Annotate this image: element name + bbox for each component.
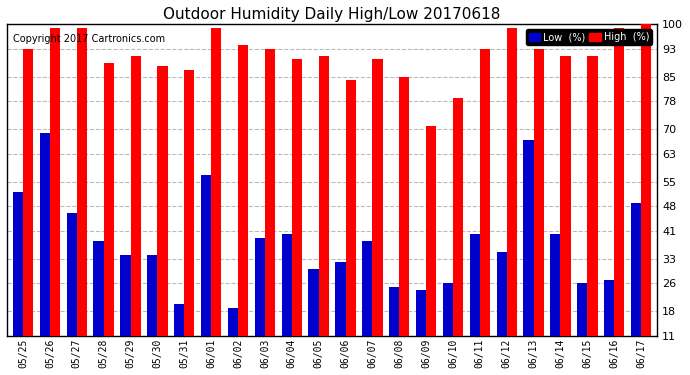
- Bar: [550, 234, 560, 336]
- Bar: [319, 56, 329, 336]
- Bar: [292, 60, 302, 336]
- Bar: [470, 234, 480, 336]
- Bar: [497, 252, 506, 336]
- Bar: [40, 133, 50, 336]
- Bar: [416, 290, 426, 336]
- Bar: [147, 255, 157, 336]
- Bar: [228, 308, 238, 336]
- Bar: [346, 81, 356, 336]
- Bar: [587, 56, 598, 336]
- Title: Outdoor Humidity Daily High/Low 20170618: Outdoor Humidity Daily High/Low 20170618: [164, 7, 501, 22]
- Bar: [157, 66, 168, 336]
- Bar: [614, 28, 624, 336]
- Bar: [67, 213, 77, 336]
- Bar: [238, 45, 248, 336]
- Bar: [282, 234, 292, 336]
- Bar: [23, 49, 33, 336]
- Bar: [631, 203, 641, 336]
- Bar: [389, 287, 400, 336]
- Bar: [211, 28, 221, 336]
- Bar: [50, 28, 60, 336]
- Legend: Low  (%), High  (%): Low (%), High (%): [526, 29, 652, 45]
- Bar: [400, 77, 409, 336]
- Bar: [93, 242, 104, 336]
- Bar: [577, 284, 587, 336]
- Bar: [104, 63, 114, 336]
- Bar: [560, 56, 571, 336]
- Bar: [265, 49, 275, 336]
- Bar: [174, 304, 184, 336]
- Bar: [13, 192, 23, 336]
- Bar: [120, 255, 130, 336]
- Bar: [335, 262, 346, 336]
- Bar: [77, 28, 87, 336]
- Bar: [201, 175, 211, 336]
- Bar: [533, 49, 544, 336]
- Bar: [130, 56, 141, 336]
- Bar: [480, 49, 490, 336]
- Bar: [453, 98, 463, 336]
- Bar: [443, 284, 453, 336]
- Bar: [506, 28, 517, 336]
- Bar: [524, 140, 533, 336]
- Bar: [426, 126, 436, 336]
- Bar: [255, 238, 265, 336]
- Bar: [362, 242, 373, 336]
- Text: Copyright 2017 Cartronics.com: Copyright 2017 Cartronics.com: [13, 34, 166, 44]
- Bar: [184, 70, 195, 336]
- Bar: [641, 24, 651, 336]
- Bar: [373, 60, 382, 336]
- Bar: [604, 280, 614, 336]
- Bar: [308, 269, 319, 336]
